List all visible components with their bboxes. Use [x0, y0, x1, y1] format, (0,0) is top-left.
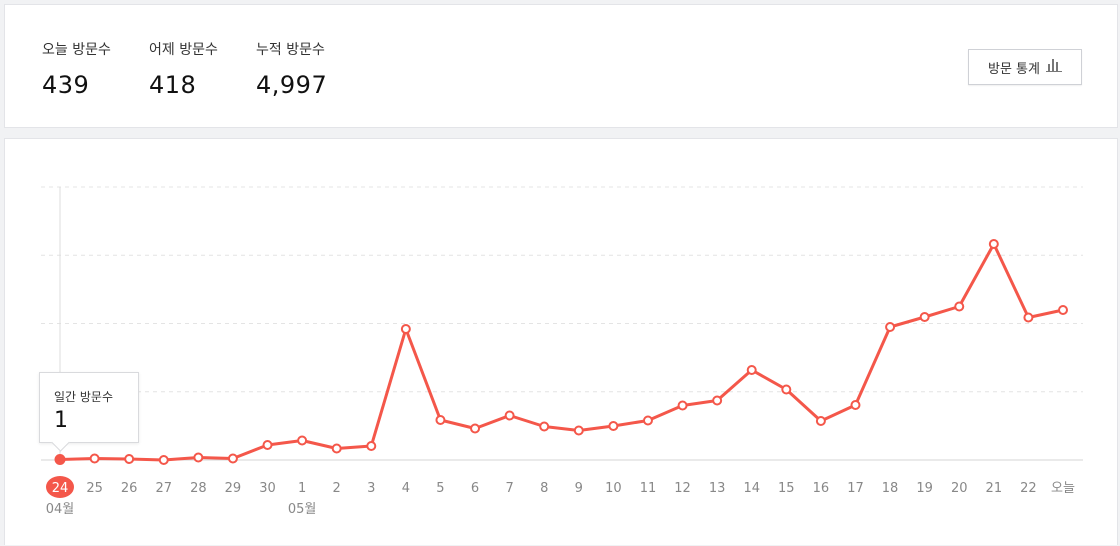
x-tick-label: 15 — [778, 481, 795, 496]
x-tick-label: 17 — [847, 481, 864, 496]
data-point — [746, 365, 757, 375]
x-tick-label: 5 — [436, 481, 444, 496]
yesterday-value: 418 — [149, 71, 197, 99]
x-tick-label: 10 — [605, 481, 622, 496]
data-point-selected — [54, 454, 66, 465]
today-stat: 오늘 방문수 439 — [42, 39, 111, 99]
x-tick-label: 4 — [402, 481, 410, 496]
data-point — [227, 453, 238, 464]
x-tick-label: 16 — [813, 481, 830, 496]
chart-tooltip: 일간 방문수 1 — [39, 372, 139, 452]
data-point — [573, 425, 584, 436]
x-tick-label: 11 — [640, 481, 657, 496]
total-stat: 누적 방문수 4,997 — [256, 39, 327, 99]
data-point — [642, 415, 653, 426]
yesterday-label: 어제 방문수 — [149, 42, 218, 58]
x-tick-label: 27 — [155, 481, 172, 496]
x-tick-label: 18 — [882, 481, 899, 496]
x-tick-label: 14 — [743, 481, 760, 496]
x-tick-label: 12 — [674, 481, 691, 496]
data-point — [193, 452, 204, 463]
selected-tick-highlight — [46, 476, 74, 498]
x-tick-label-selected: 24 — [52, 481, 69, 496]
x-tick-label: 9 — [575, 481, 583, 496]
x-tick-label: 13 — [709, 481, 726, 496]
data-point — [539, 421, 550, 432]
month-label: 04월 — [46, 502, 75, 517]
daily-visits-chart: 24 25 26 27 28 29 30 1 2 3 4 5 6 7 8 9 10 11 12 13 14 15 16 17 1… — [41, 186, 1083, 517]
data-point — [470, 423, 481, 434]
data-point — [89, 453, 100, 464]
summary-panel: 오늘 방문수 439 어제 방문수 418 누적 방문수 4,997 방문 통계 — [4, 4, 1118, 128]
data-point — [400, 324, 411, 334]
data-point — [988, 239, 999, 249]
x-tick-label: 26 — [121, 481, 138, 496]
x-tick-label: 8 — [540, 481, 548, 496]
bar-chart-icon — [1045, 58, 1062, 76]
yesterday-stat: 어제 방문수 418 — [149, 39, 218, 99]
tooltip-value: 1 — [54, 408, 68, 433]
month-label: 05월 — [288, 502, 317, 517]
data-point — [608, 421, 619, 431]
data-point — [297, 435, 308, 446]
visit-stats-button[interactable]: 방문 통계 — [968, 49, 1082, 85]
data-point — [124, 454, 135, 464]
data-point — [885, 322, 896, 332]
data-point — [815, 416, 826, 426]
data-point — [677, 400, 688, 411]
data-point — [262, 440, 273, 450]
visit-stats-button-label: 방문 통계 — [988, 61, 1040, 77]
x-tick-label: 3 — [367, 481, 375, 496]
data-point — [781, 384, 792, 395]
data-point — [954, 301, 965, 312]
x-tick-label: 6 — [471, 481, 479, 496]
data-point — [850, 400, 861, 410]
total-label: 누적 방문수 — [256, 42, 325, 58]
data-point — [366, 441, 377, 451]
data-point — [158, 455, 169, 465]
data-point — [919, 312, 930, 322]
series-line — [59, 242, 1064, 462]
today-value: 439 — [42, 71, 90, 99]
x-tick-label: 20 — [951, 481, 968, 496]
x-tick-label: 29 — [225, 481, 242, 496]
total-value: 4,997 — [256, 71, 328, 99]
data-point — [712, 395, 723, 406]
x-tick-label: 1 — [298, 481, 306, 496]
x-tick-label: 30 — [259, 481, 276, 496]
x-tick-label: 21 — [986, 481, 1003, 496]
data-point — [435, 415, 446, 425]
x-tick-label: 2 — [333, 481, 341, 496]
data-point — [1023, 312, 1034, 323]
today-label: 오늘 방문수 — [42, 42, 111, 58]
x-tick-label: 25 — [86, 481, 103, 496]
x-tick-label: 7 — [505, 481, 513, 496]
x-tick-label: 19 — [916, 481, 933, 496]
chart-panel: 24 25 26 27 28 29 30 1 2 3 4 5 6 7 8 9 10 11 12 13 14 15 16 17 1… — [4, 138, 1118, 545]
data-point — [331, 443, 342, 454]
x-tick-label: 오늘 — [1051, 481, 1075, 496]
x-tick-label: 28 — [190, 481, 207, 496]
data-point — [1058, 305, 1068, 315]
tooltip-label: 일간 방문수 — [54, 390, 114, 404]
x-tick-label: 22 — [1020, 481, 1037, 496]
data-point — [504, 410, 515, 421]
